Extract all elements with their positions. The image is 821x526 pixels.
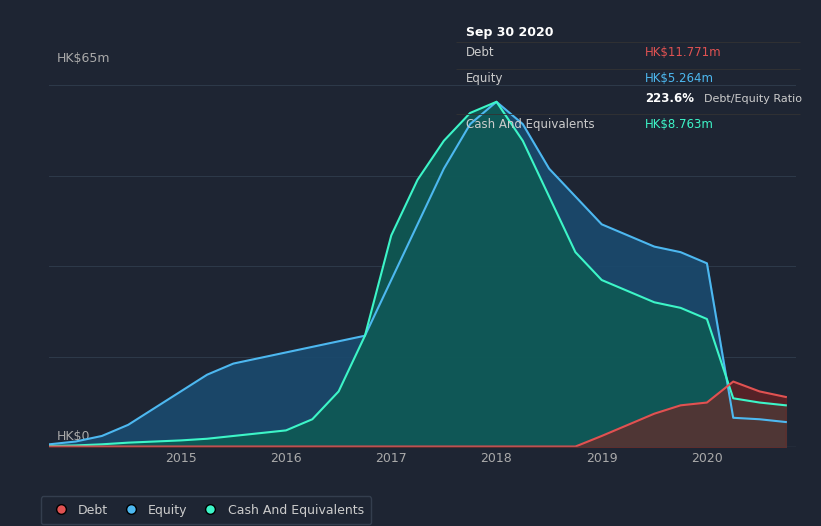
Text: Sep 30 2020: Sep 30 2020	[466, 26, 553, 39]
Text: 223.6%: 223.6%	[645, 93, 695, 105]
Text: Debt: Debt	[466, 46, 494, 59]
Text: Cash And Equivalents: Cash And Equivalents	[466, 118, 594, 130]
Text: HK$8.763m: HK$8.763m	[645, 118, 714, 130]
Text: Debt/Equity Ratio: Debt/Equity Ratio	[704, 94, 802, 104]
Text: HK$5.264m: HK$5.264m	[645, 72, 714, 85]
Text: HK$65m: HK$65m	[57, 52, 110, 65]
Text: Equity: Equity	[466, 72, 503, 85]
Text: HK$11.771m: HK$11.771m	[645, 46, 722, 59]
Text: HK$0: HK$0	[57, 430, 90, 443]
Legend: Debt, Equity, Cash And Equivalents: Debt, Equity, Cash And Equivalents	[40, 496, 371, 524]
